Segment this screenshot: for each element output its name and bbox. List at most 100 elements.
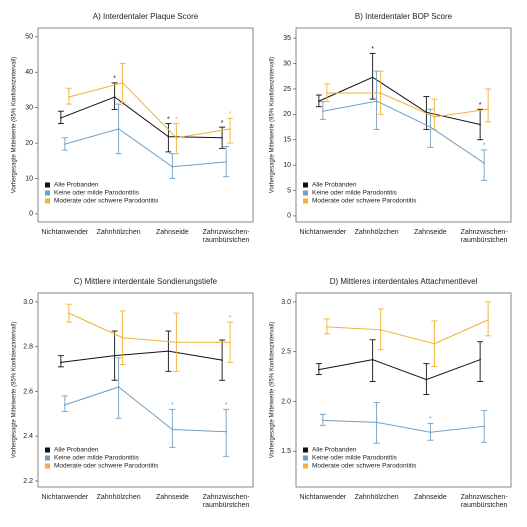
point	[429, 431, 432, 434]
y-tick-label: 3.0	[281, 299, 291, 306]
series-line	[60, 350, 223, 363]
point	[479, 358, 481, 361]
point	[322, 110, 324, 113]
series-line	[322, 419, 485, 433]
point	[121, 82, 124, 84]
panel: D) Mittleres interdentales Attachmentlev…	[270, 277, 512, 509]
point	[379, 329, 382, 331]
y-axis-label: Vorhergesagte Mittelwerte (95% Konfidenz…	[270, 322, 276, 458]
y-tick-label: 2.5	[281, 349, 291, 356]
x-tick-label: Zahnzwischen-	[461, 229, 509, 236]
point	[225, 430, 227, 433]
x-tick-label: Zahnhölzchen	[355, 229, 399, 236]
point	[487, 319, 489, 321]
point	[375, 421, 378, 424]
point	[60, 117, 62, 119]
point	[175, 136, 178, 139]
legend-swatch	[45, 182, 50, 188]
point	[379, 92, 382, 94]
x-tick-label: Zahnzwischen-	[461, 494, 509, 501]
panel-title: B) Interdentaler BOP Score	[355, 12, 453, 21]
y-tick-label: 5	[287, 187, 291, 194]
point	[64, 143, 66, 145]
x-tick-label: raumbürstchen	[203, 502, 250, 509]
point	[375, 100, 378, 102]
legend-swatch	[45, 463, 50, 469]
point	[322, 419, 324, 422]
plot-frame	[37, 292, 254, 488]
point	[68, 96, 70, 98]
significance-marker: *	[113, 76, 116, 83]
panel-title: C) Mittlere interdentale Sondierungstief…	[74, 277, 218, 286]
point	[479, 123, 481, 126]
y-tick-label: 2.2	[23, 478, 33, 485]
legend-label: Moderate oder schwere Parodontitis	[312, 463, 417, 470]
plot-frame	[37, 27, 254, 223]
y-tick-label: 20	[283, 111, 291, 118]
series-line	[60, 96, 223, 139]
y-tick-label: 1.5	[281, 448, 291, 455]
point	[117, 386, 120, 388]
significance-marker: *	[225, 402, 228, 409]
legend-swatch	[45, 447, 50, 453]
point	[429, 126, 432, 128]
point	[68, 312, 70, 314]
point	[229, 341, 231, 344]
legend-label: Alle Probanden	[312, 447, 357, 454]
legend-label: Keine oder milde Parodontitis	[312, 455, 398, 462]
series-line	[322, 100, 485, 164]
point	[483, 162, 485, 164]
y-tick-label: 15	[283, 137, 291, 144]
significance-marker: *	[167, 116, 170, 123]
significance-marker: *	[175, 116, 178, 123]
series-line	[318, 76, 481, 125]
point	[113, 96, 116, 98]
point	[326, 326, 328, 328]
x-tick-label: Zahnseide	[156, 494, 189, 501]
x-tick-label: Zahnhölzchen	[97, 494, 141, 501]
point	[318, 368, 320, 371]
point	[60, 361, 62, 364]
point	[113, 354, 116, 357]
y-tick-label: 0	[29, 211, 33, 218]
panel: A) Interdentaler Plaque Score Vorhergesag…	[12, 12, 254, 244]
legend-swatch	[303, 455, 308, 461]
significance-marker: *	[221, 120, 224, 127]
x-tick-label: Nichtanwender	[42, 229, 89, 236]
point	[167, 135, 170, 138]
point	[64, 404, 66, 406]
x-tick-label: raumbürstchen	[461, 502, 508, 509]
point	[483, 425, 485, 428]
y-tick-label: 10	[283, 162, 291, 169]
y-axis-label: Vorhergesagte Mittelwerte (95% Konfidenz…	[270, 57, 276, 193]
y-tick-label: 20	[25, 140, 33, 147]
point	[221, 359, 223, 361]
panel: B) Interdentaler BOP Score Vorhergesagte …	[270, 12, 512, 244]
series-line	[68, 312, 231, 343]
point	[221, 136, 223, 139]
legend-swatch	[303, 463, 308, 469]
point	[171, 428, 174, 431]
point	[167, 350, 170, 352]
x-tick-label: Zahnseide	[414, 229, 447, 236]
point	[371, 358, 374, 361]
series-line	[64, 386, 227, 433]
legend-label: Alle Probanden	[54, 447, 99, 454]
point	[371, 76, 374, 79]
legend-swatch	[45, 198, 50, 204]
legend-swatch	[303, 182, 308, 188]
x-tick-label: Zahnseide	[156, 229, 189, 236]
legend-label: Moderate oder schwere Parodontitis	[312, 198, 417, 205]
significance-marker: *	[483, 143, 486, 150]
x-tick-label: Nichtanwender	[42, 494, 89, 501]
point	[433, 342, 436, 345]
legend-label: Alle Probanden	[312, 182, 357, 189]
point	[171, 165, 174, 168]
legend-label: Moderate oder schwere Parodontitis	[54, 198, 159, 205]
legend-swatch	[303, 447, 308, 453]
significance-marker: *	[229, 111, 232, 118]
y-tick-label: 35	[283, 35, 291, 42]
y-tick-label: 40	[25, 69, 33, 76]
series-line	[326, 319, 489, 345]
legend-label: Keine oder milde Parodontitis	[312, 190, 398, 197]
